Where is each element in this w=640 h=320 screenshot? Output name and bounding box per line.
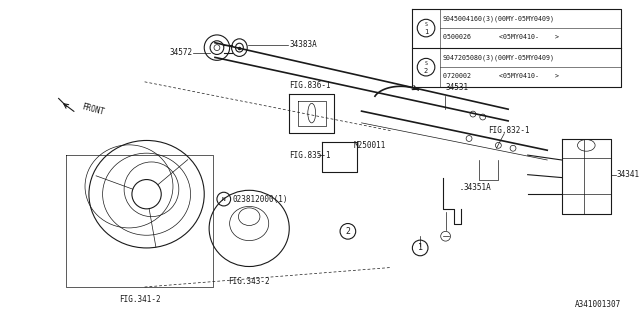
Text: FIG.836-1: FIG.836-1 [289,81,331,90]
Text: S: S [424,61,428,66]
Text: 023812000(1): 023812000(1) [232,195,288,204]
Text: 1: 1 [418,244,422,252]
Text: 0720002       <05MY0410-    >: 0720002 <05MY0410- > [443,73,559,79]
Text: 34351A: 34351A [463,183,491,192]
Text: FRONT: FRONT [81,102,106,116]
Text: FIG.835-1: FIG.835-1 [289,151,331,160]
Text: N: N [222,196,226,202]
Text: S045004160(3)(00MY-05MY0409): S045004160(3)(00MY-05MY0409) [443,16,555,22]
Text: 34531: 34531 [445,83,468,92]
Text: 2: 2 [424,68,428,74]
Text: S047205080(3)(00MY-05MY0409): S047205080(3)(00MY-05MY0409) [443,55,555,61]
Text: M250011: M250011 [354,141,386,150]
Text: 34383A: 34383A [289,40,317,49]
Text: FIG.832-1: FIG.832-1 [488,126,530,135]
Text: FIG.343-2: FIG.343-2 [228,277,270,286]
Text: S: S [424,22,428,27]
Text: FIG.341-2: FIG.341-2 [119,295,161,304]
Text: 34572: 34572 [170,48,193,57]
Text: 2: 2 [346,227,350,236]
Text: A341001307: A341001307 [575,300,621,308]
Text: 34341: 34341 [616,170,640,179]
Text: 0500026       <05MY0410-    >: 0500026 <05MY0410- > [443,34,559,40]
Text: 1: 1 [424,29,428,35]
